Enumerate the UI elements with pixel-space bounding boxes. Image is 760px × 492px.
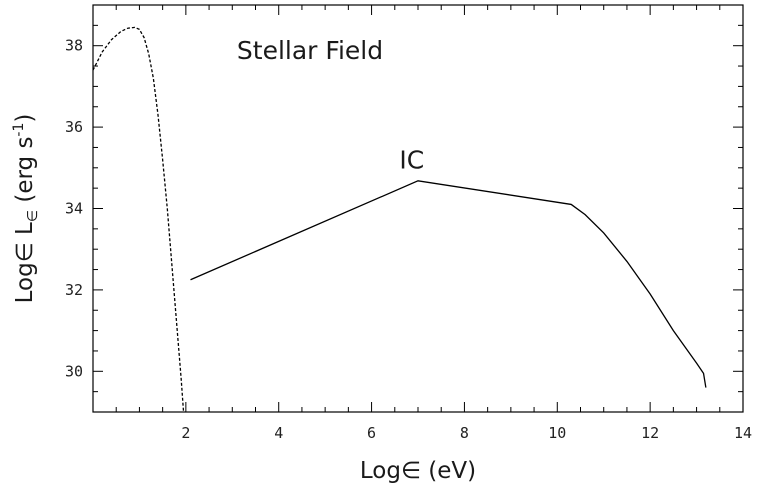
x-tick-label: 2 bbox=[181, 424, 190, 442]
y-axis-label-subscript: ∈ bbox=[25, 210, 41, 222]
y-tick-label: 34 bbox=[65, 200, 83, 218]
x-tick-label: 4 bbox=[274, 424, 283, 442]
y-axis-label-prefix: Log∈ L bbox=[12, 222, 38, 303]
y-axis-label-units: (erg s bbox=[12, 137, 38, 210]
x-tick-label: 6 bbox=[367, 424, 376, 442]
y-tick-label: 32 bbox=[65, 281, 83, 299]
x-tick-label: 12 bbox=[641, 424, 659, 442]
x-tick-label: 14 bbox=[734, 424, 752, 442]
labels-layer: 2 4 6 8 10 12 14 30 32 34 36 38 bbox=[65, 37, 752, 442]
x-axis-label: Log∈ (eV) bbox=[360, 458, 476, 484]
curves-layer bbox=[93, 26, 707, 412]
ic-curve bbox=[190, 180, 707, 388]
y-tick-label: 36 bbox=[65, 118, 83, 136]
y-axis-label: Log∈ L∈ (erg s-1) bbox=[11, 114, 41, 304]
annotation-stellar-field: Stellar Field bbox=[237, 36, 383, 65]
stellar-field-curve bbox=[93, 26, 185, 412]
x-tick-label: 10 bbox=[548, 424, 566, 442]
y-tick-label: 38 bbox=[65, 37, 83, 55]
y-axis-label-exponent: -1 bbox=[11, 123, 27, 137]
plot-frame bbox=[92, 4, 744, 413]
ticks-layer bbox=[92, 4, 744, 413]
x-tick-label: 8 bbox=[460, 424, 469, 442]
y-tick-label: 30 bbox=[65, 362, 83, 380]
y-axis-label-close: ) bbox=[12, 114, 38, 123]
annotation-ic: IC bbox=[399, 146, 424, 175]
